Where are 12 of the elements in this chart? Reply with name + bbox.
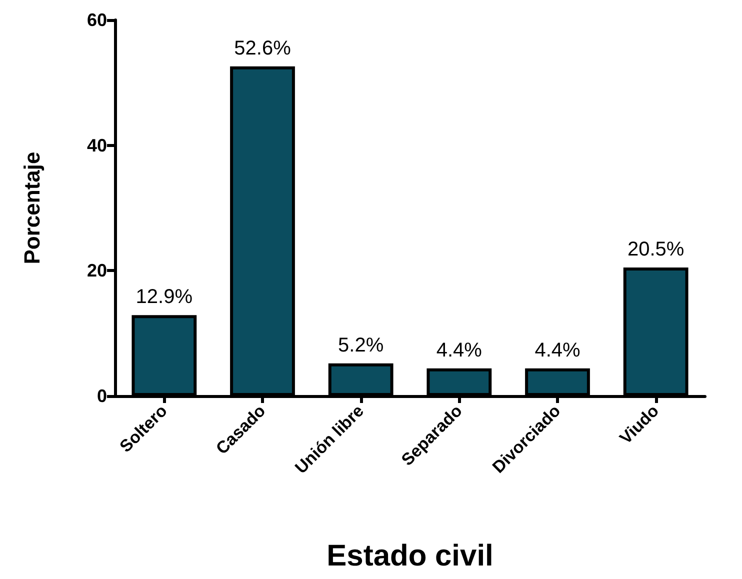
data-label: 52.6%: [234, 37, 292, 60]
data-label: 20.5%: [627, 238, 684, 261]
data-label: 12.9%: [136, 286, 193, 308]
y-tick-label: 60: [86, 10, 107, 30]
y-tick-label: 0: [96, 386, 107, 406]
data-label: 4.4%: [534, 339, 581, 362]
data-label: 4.4%: [436, 339, 482, 362]
y-tick-label: 20: [86, 260, 107, 281]
data-label: 5.2%: [338, 334, 384, 356]
y-axis-title: Porcentaje: [20, 152, 44, 264]
x-axis-title: Estado civil: [326, 540, 494, 572]
y-tick-label: 40: [86, 135, 107, 156]
